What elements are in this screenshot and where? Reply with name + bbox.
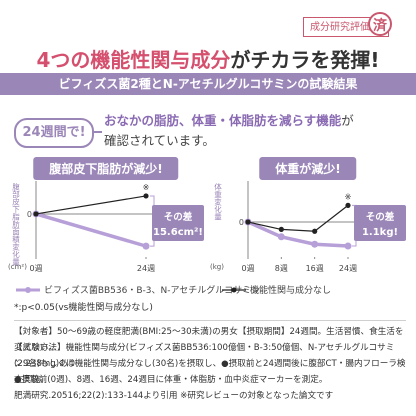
- series-line: [35, 212, 147, 248]
- weeks-tag: 24週間で!: [14, 118, 94, 148]
- reference-note: 肥満研究.20516;22(2):133-144より引用 ※研究レビューの対象と…: [14, 391, 334, 401]
- data-point: [143, 193, 149, 199]
- page-headline: 4つの機能性関与成分がチカラを発揮!: [0, 44, 416, 73]
- zero-tick-label: 0: [27, 210, 32, 219]
- finding-text: おなかの脂肪、体重・体脂肪を減らす機能が 確認されています。: [104, 111, 404, 151]
- data-point: [345, 202, 351, 208]
- y-axis-label: 腹部皮下脂肪面積変化量: [11, 182, 20, 266]
- legend-placebo-label: 機能性関与成分なし: [250, 284, 331, 296]
- legend-active-label: ビフィズス菌BB536・B-3、N-アセチルグルコサミン: [44, 284, 260, 296]
- finding-line2: 確認されています。: [104, 133, 215, 148]
- headline-highlight: 4つの機能性関与成分: [36, 48, 231, 72]
- method-note-1: 【試験方法】機能性関与成分(ビフィズス菌BB536:100億個・B-3:50億個…: [14, 343, 395, 369]
- weight-chart: 0 体重変化量 (kg) 0週 8週 16週 24週 ※ その差 1.1kg!: [210, 181, 406, 273]
- significance-marker: ※: [143, 183, 150, 192]
- significance-marker: ※: [345, 192, 352, 201]
- finding-suffix: が: [341, 113, 354, 128]
- x-tick-label: 0週: [29, 264, 42, 273]
- y-unit-label: (kg): [210, 263, 224, 271]
- difference-callout: [152, 205, 204, 241]
- series-line: [247, 220, 349, 248]
- chart-title-weight: 体重が減少!: [259, 157, 357, 180]
- callout-value: 1.1kg!: [362, 227, 398, 238]
- divider: [14, 320, 406, 321]
- method-note-3: ●摂取前(0週)、8週、16週、24週目に体重・体脂肪・血中炎症マーカーを測定。: [14, 375, 328, 385]
- x-tick-label: 24週: [137, 264, 155, 273]
- data-point: [277, 233, 285, 241]
- x-tick-label: 16週: [306, 264, 324, 273]
- callout-title: その差: [366, 211, 395, 223]
- subjects-note: 【対象者】50～69歳の軽度肥満(BMI:25～30未満)の男女【摂取期間】24…: [14, 327, 404, 353]
- chart-panel-weight: 0 体重変化量 (kg) 0週 8週 16週 24週 ※ その差 1.1kg! 体重が減少!: [208, 157, 408, 277]
- x-tick-label: 8週: [275, 264, 288, 273]
- chart-legend: ビフィズス菌BB536・B-3、N-アセチルグルコサミン 機能性関与成分なし: [0, 283, 416, 300]
- approved-seal: 済: [368, 12, 392, 36]
- significance-note: *:p<0.05(vs機能性関与成分なし): [14, 303, 153, 313]
- data-point: [142, 242, 150, 250]
- data-point: [311, 240, 319, 248]
- data-point: [33, 211, 39, 217]
- x-tick-label: 24週: [339, 264, 357, 273]
- legend-swatches: ビフィズス菌BB536・B-3、N-アセチルグルコサミン 機能性関与成分なし: [16, 284, 331, 296]
- data-point: [312, 228, 318, 234]
- zero-tick-label: 0: [239, 218, 244, 227]
- x-tick-label: 0週: [241, 264, 254, 273]
- fat-chart: 0 腹部皮下脂肪面積変化量(cm²) 0週 24週 ※ その差 15.6cm²!: [8, 181, 204, 273]
- headline-suffix: がチカラを発揮!: [230, 48, 380, 72]
- data-point: [344, 242, 352, 250]
- difference-callout: [354, 205, 406, 241]
- callout-title: その差: [164, 211, 193, 223]
- chart-title-fat: 腹部皮下脂肪が減少!: [33, 157, 179, 180]
- y-axis-label: 体重変化量: [213, 182, 222, 221]
- y-unit-label: (cm²): [8, 263, 27, 271]
- tag-connector: [90, 131, 102, 133]
- finding-highlight: おなかの脂肪、体重・体脂肪を減らす機能: [104, 113, 342, 128]
- legend-active-marker: [25, 287, 31, 293]
- legend-placebo-marker: [231, 287, 237, 293]
- method-note-2: (29名)もしくは機能性関与成分なし(30名)を摂取し、●摂取前と24週間後に腹…: [14, 359, 406, 385]
- data-point: [278, 226, 284, 232]
- study-banner: ビフィズス菌2種とN-アセチルグルコサミンの試験結果: [0, 73, 416, 95]
- data-point: [245, 219, 251, 225]
- series-line: [247, 204, 349, 232]
- chart-panel-fat: 0 腹部皮下脂肪面積変化量 (cm²) 0週 24週 ※ その差 15.6cm²! 腹部皮下脂…: [6, 157, 206, 277]
- series-line: [35, 195, 147, 215]
- callout-value: 15.6cm²!: [153, 227, 203, 238]
